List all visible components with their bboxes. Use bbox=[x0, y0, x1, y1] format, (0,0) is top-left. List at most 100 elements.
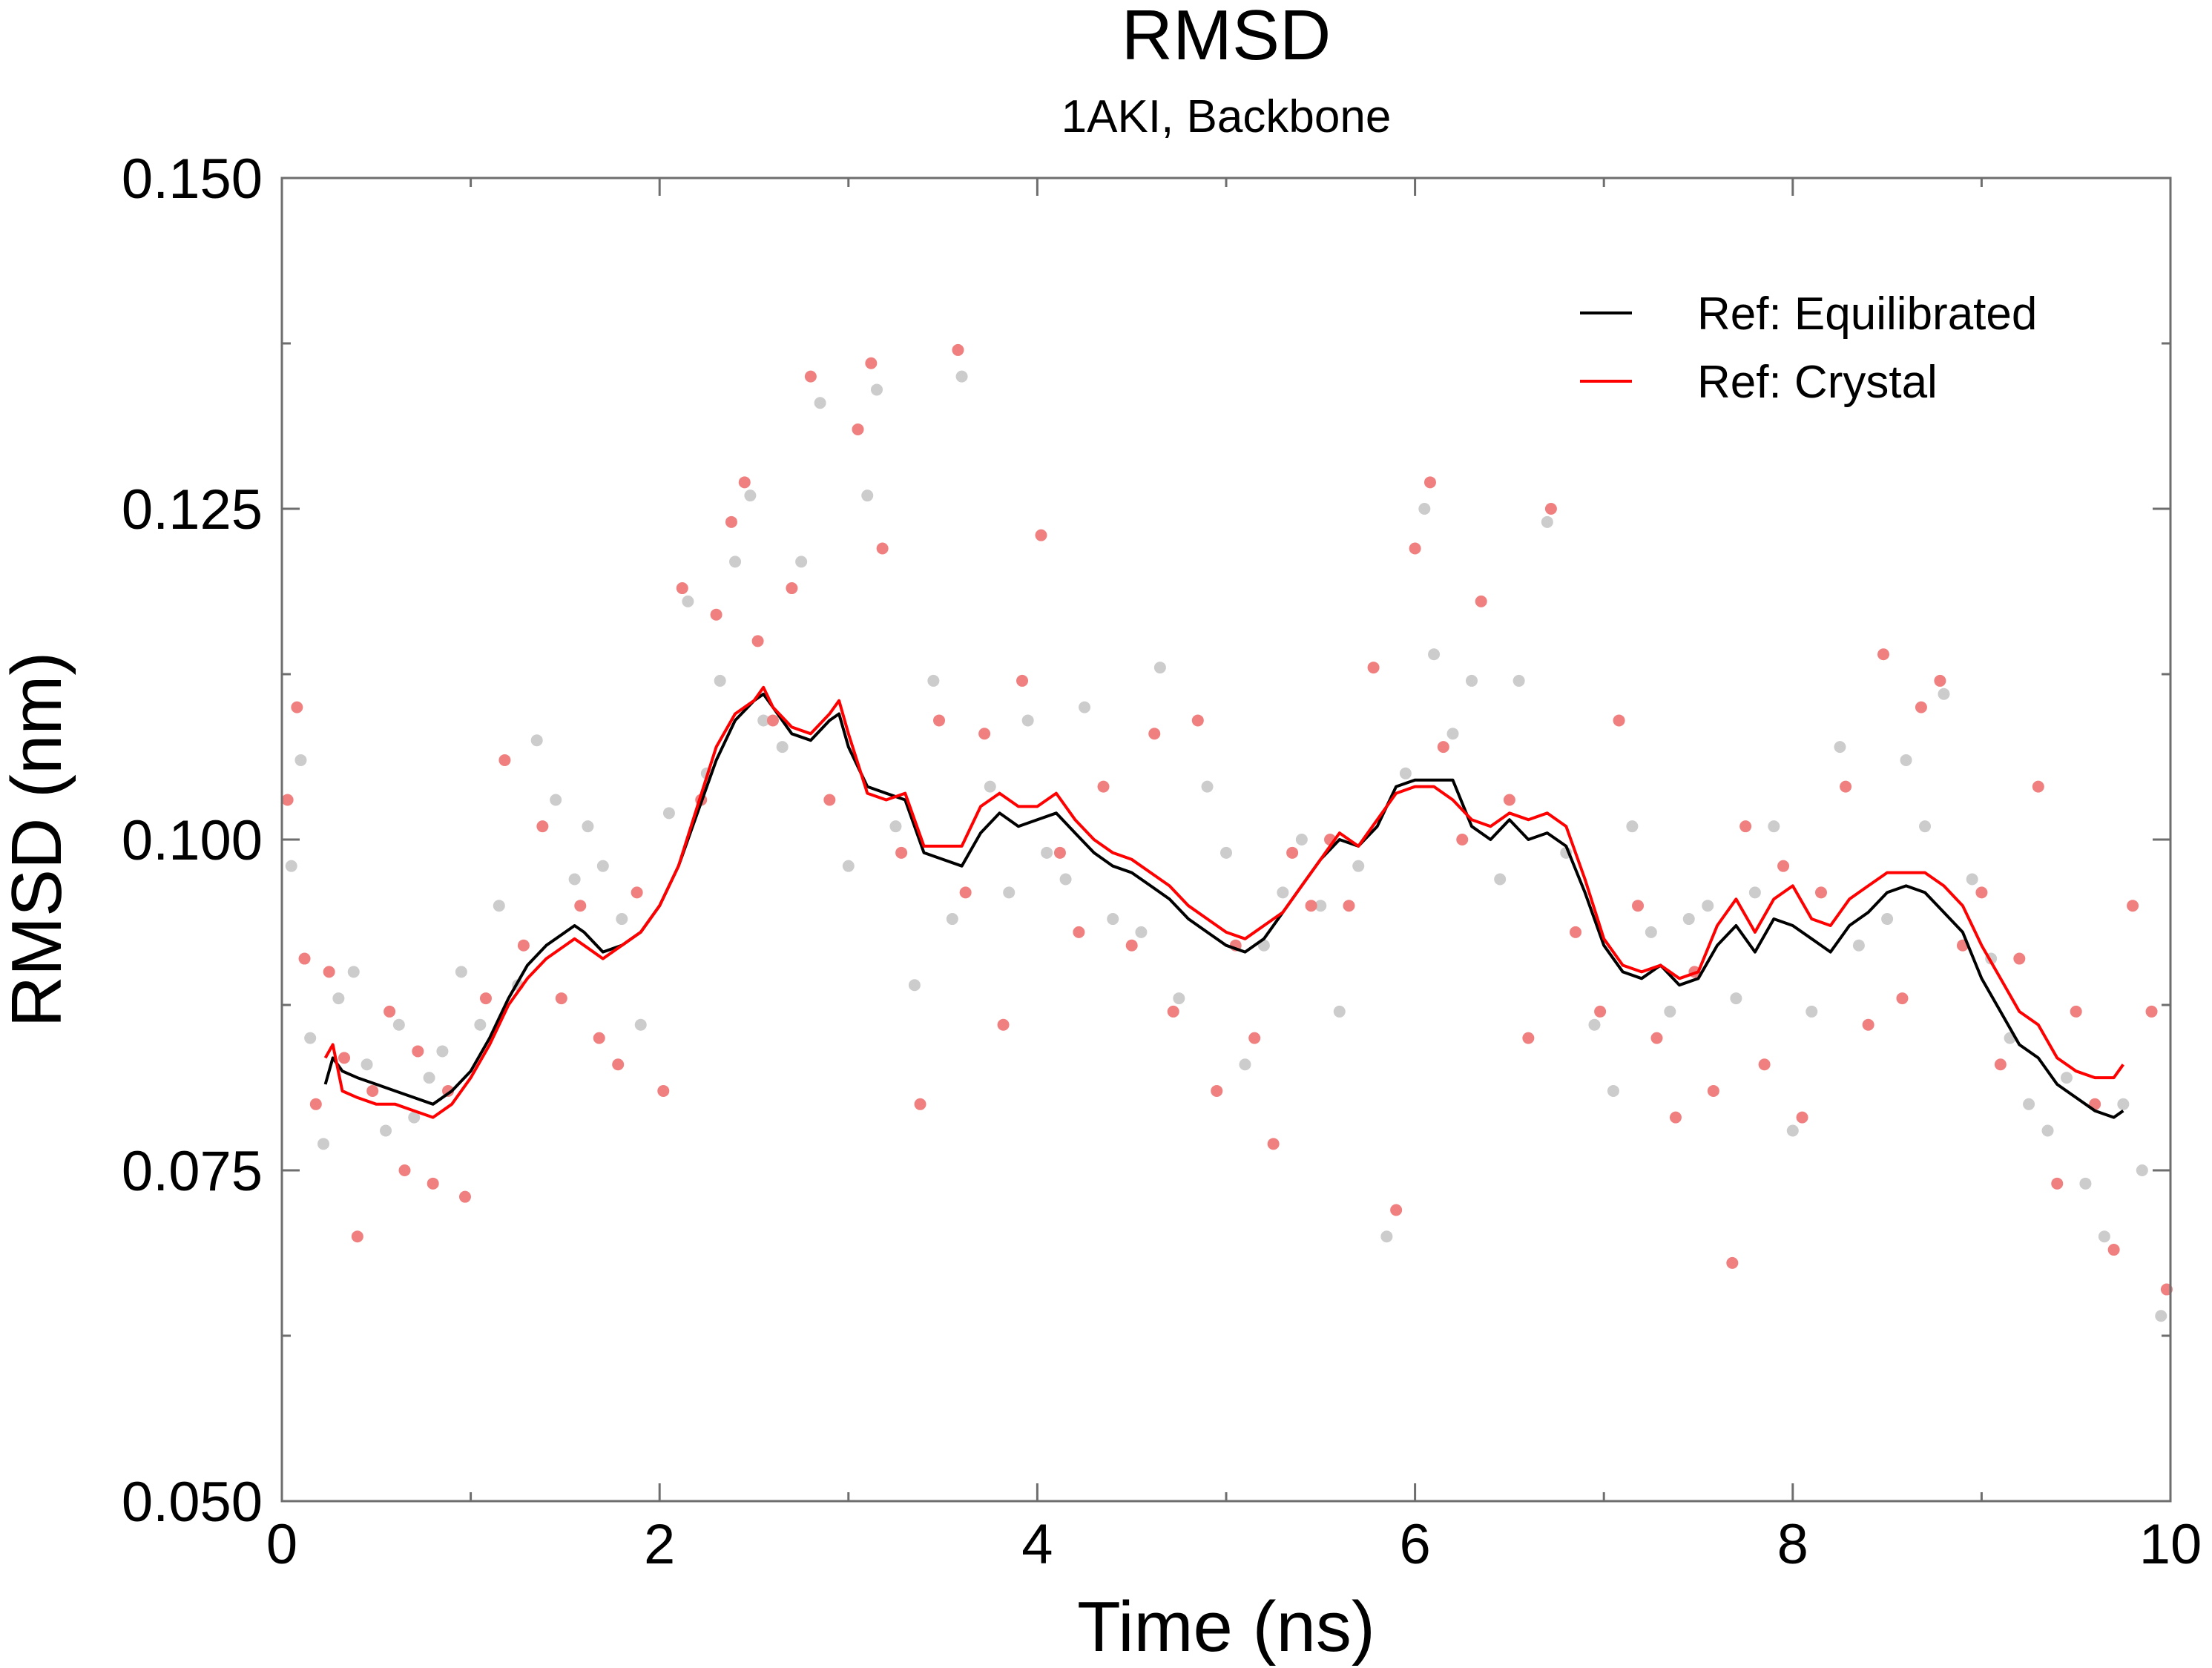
scatter-point bbox=[2117, 1098, 2130, 1110]
scatter-point bbox=[1073, 926, 1085, 938]
scatter-point bbox=[1570, 926, 1582, 938]
scatter-point bbox=[1786, 1124, 1799, 1137]
scatter-point bbox=[568, 873, 581, 886]
scatter-point bbox=[751, 635, 764, 647]
scatter-point bbox=[1915, 701, 1927, 713]
scatter-point bbox=[1446, 728, 1459, 740]
scatter-point bbox=[1834, 741, 1846, 754]
scatter-point bbox=[1777, 860, 1790, 872]
scatter-point bbox=[1748, 886, 1761, 899]
scatter-point bbox=[852, 423, 864, 435]
chart-subtitle: 1AKI, Backbone bbox=[1061, 91, 1392, 142]
scatter-point bbox=[1418, 503, 1431, 515]
scatter-point bbox=[959, 886, 972, 899]
y-axis-title: RMSD (nm) bbox=[0, 652, 76, 1028]
scatter-point bbox=[1390, 1204, 1403, 1216]
scatter-point bbox=[946, 913, 958, 926]
scatter-point bbox=[392, 1018, 405, 1031]
scatter-point bbox=[517, 939, 530, 952]
scatter-point bbox=[1896, 992, 1909, 1005]
scatter-point bbox=[1503, 794, 1515, 806]
scatter-point bbox=[555, 992, 567, 1005]
scatter-point bbox=[1041, 846, 1053, 859]
scatter-point bbox=[889, 820, 902, 833]
y-tick-label: 0.100 bbox=[122, 809, 263, 872]
scatter-point bbox=[2032, 780, 2044, 793]
scatter-point bbox=[1314, 900, 1327, 912]
scatter-point bbox=[634, 1018, 647, 1031]
scatter-point bbox=[1305, 900, 1317, 912]
scatter-point bbox=[398, 1164, 411, 1176]
scatter-point bbox=[1588, 1018, 1601, 1031]
scatter-point bbox=[1035, 529, 1047, 541]
scatter-point bbox=[814, 397, 826, 409]
scatter-point bbox=[978, 728, 991, 740]
scatter-point bbox=[1607, 1084, 1619, 1097]
scatter-point bbox=[870, 383, 883, 396]
scatter-point bbox=[1277, 886, 1289, 899]
scatter-point bbox=[2155, 1310, 2167, 1322]
scatter-point bbox=[408, 1111, 421, 1124]
scatter-point bbox=[1934, 674, 1946, 687]
scatter-point bbox=[498, 754, 511, 766]
chart-title: RMSD bbox=[1122, 0, 1332, 75]
scatter-point bbox=[1594, 1005, 1607, 1018]
scatter-point bbox=[574, 900, 587, 912]
scatter-point bbox=[729, 556, 742, 568]
scatter-point bbox=[1702, 900, 1714, 912]
scatter-point bbox=[536, 820, 549, 833]
scatter-point bbox=[804, 370, 817, 383]
scatter-point bbox=[676, 582, 688, 595]
x-tick-label: 4 bbox=[1021, 1513, 1053, 1576]
scatter-point bbox=[927, 674, 940, 687]
scatter-point bbox=[1333, 1005, 1346, 1018]
x-tick-label: 2 bbox=[644, 1513, 675, 1576]
scatter-point bbox=[458, 1190, 471, 1203]
scatter-point bbox=[933, 714, 946, 727]
scatter-point bbox=[710, 608, 722, 621]
scatter-point bbox=[323, 966, 335, 978]
scatter-point bbox=[2013, 952, 2026, 965]
scatter-point bbox=[738, 476, 751, 489]
scatter-point bbox=[384, 1005, 396, 1018]
scatter-point bbox=[1541, 515, 1553, 528]
scatter-point bbox=[1465, 674, 1478, 687]
legend-label-crystal: Ref: Crystal bbox=[1697, 357, 1938, 408]
scatter-point bbox=[1726, 1256, 1739, 1269]
scatter-point bbox=[1512, 674, 1525, 687]
scatter-point bbox=[682, 595, 694, 607]
scatter-point bbox=[876, 542, 889, 555]
scatter-point bbox=[582, 820, 594, 833]
scatter-point bbox=[1286, 846, 1299, 859]
scatter-point bbox=[1475, 595, 1487, 607]
scatter-point bbox=[861, 489, 874, 502]
scatter-point bbox=[1021, 714, 1034, 727]
scatter-point bbox=[757, 714, 770, 727]
scatter-point bbox=[1975, 886, 1988, 899]
scatter-point bbox=[1191, 714, 1204, 727]
scatter-point bbox=[1900, 754, 1912, 766]
scatter-point bbox=[1650, 1032, 1663, 1044]
scatter-point bbox=[380, 1124, 392, 1137]
scatter-point bbox=[1522, 1032, 1535, 1044]
scatter-point bbox=[1003, 886, 1016, 899]
scatter-point bbox=[1211, 1084, 1223, 1097]
x-tick-label: 0 bbox=[266, 1513, 297, 1576]
scatter-point bbox=[474, 1018, 487, 1031]
scatter-point bbox=[1707, 1084, 1719, 1097]
scatter-point bbox=[1544, 503, 1557, 515]
scatter-point bbox=[1380, 1230, 1393, 1243]
scatter-point bbox=[842, 860, 855, 872]
scatter-point bbox=[412, 1045, 424, 1058]
scatter-point bbox=[2127, 900, 2139, 912]
scatter-point bbox=[2107, 1244, 2120, 1256]
scatter-point bbox=[1669, 1111, 1682, 1124]
scatter-point bbox=[1938, 688, 1950, 700]
y-tick-label: 0.075 bbox=[122, 1140, 263, 1203]
scatter-point bbox=[657, 1084, 670, 1097]
x-tick-label: 6 bbox=[1399, 1513, 1430, 1576]
scatter-point bbox=[1768, 820, 1780, 833]
scatter-point bbox=[984, 780, 996, 793]
y-tick-label: 0.150 bbox=[122, 148, 263, 211]
